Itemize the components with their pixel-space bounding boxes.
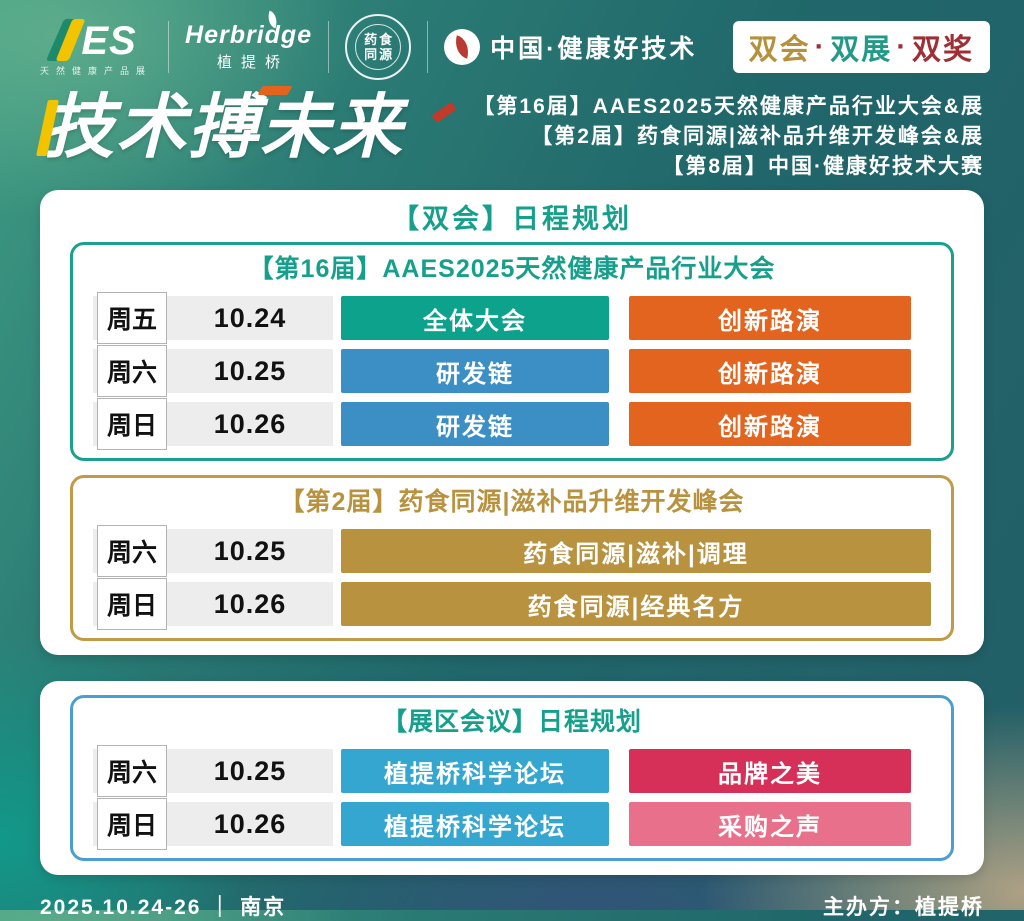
header: ES 天然健康产品展 Herbridge 植提桥 药食 同源 中国·健康好技术 … bbox=[0, 0, 1024, 80]
day-label: 周六 bbox=[97, 745, 167, 797]
main-title-text: 技术搏未来 bbox=[44, 88, 404, 166]
badge-item: 双会 bbox=[748, 34, 811, 66]
yaoshi-tongyuan-seal: 药食 同源 bbox=[345, 14, 412, 80]
footer: 2025.10.24-26 ｜ 南京 主办方：植提桥 bbox=[40, 891, 984, 921]
section-expo-meetings: 【展区会议】日程规划 周六 10.25 植提桥科学论坛 品牌之美周日 10.26 植提桥科… bbox=[70, 695, 954, 861]
schedule-row: 周日 10.26 植提桥科学论坛 采购之声 bbox=[93, 798, 931, 850]
china-logo-label: 中国·健康好技术 bbox=[490, 35, 698, 63]
badge: 双会 · 双展 · 双奖 bbox=[732, 21, 990, 73]
date-label: 10.26 bbox=[213, 408, 287, 439]
schedule-rows: 周六 10.25 植提桥科学论坛 品牌之美周日 10.26 植提桥科学论坛 采购之声 bbox=[93, 745, 931, 850]
date-label: 10.24 bbox=[213, 302, 287, 333]
session-pill: 采购之声 bbox=[629, 802, 911, 846]
logo-divider bbox=[427, 21, 429, 73]
main-title: 技术搏未来 bbox=[36, 84, 457, 170]
section-title: 【展区会议】日程规划 bbox=[381, 708, 642, 736]
card-title-dual-conference: 【双会】日程规划 bbox=[392, 204, 632, 234]
china-logo-circle bbox=[444, 29, 481, 65]
session-pill: 全体大会 bbox=[341, 296, 609, 340]
day-date-strip: 周五 10.24 bbox=[93, 292, 333, 344]
dual-conference-card: 【双会】日程规划 【第16届】AAES2025天然健康产品行业大会 周五 10.2… bbox=[40, 190, 984, 655]
day-date-strip: 周六 10.25 bbox=[93, 745, 333, 797]
schedule-rows: 周五 10.24 全体大会 创新路演 周六 10.25 研发链 创新路演 周日 10.26 研发链创… bbox=[93, 292, 931, 450]
logo-divider bbox=[328, 21, 330, 73]
footer-organizer: 主办方：植提桥 bbox=[823, 896, 984, 919]
red-leaf-icon bbox=[451, 35, 473, 59]
schedule-row: 周六 10.25 药食同源|滋补|调理 bbox=[93, 525, 931, 577]
session-pill: 研发链 bbox=[341, 402, 609, 446]
session-pill: 植提桥科学论坛 bbox=[341, 802, 609, 846]
day-label: 周日 bbox=[97, 798, 167, 850]
session-pill: 植提桥科学论坛 bbox=[341, 749, 609, 793]
badge-item: 双奖 bbox=[911, 34, 974, 66]
seal-text: 药食 同源 bbox=[355, 24, 402, 70]
badge-separator: · bbox=[896, 30, 908, 63]
day-label: 周五 bbox=[97, 292, 167, 344]
session-pill: 药食同源|经典名方 bbox=[341, 582, 931, 626]
schedule-row: 周日 10.26 研发链 创新路演 bbox=[93, 398, 931, 450]
section-title: 【第16届】AAES2025天然健康产品行业大会 bbox=[248, 255, 776, 283]
day-date-strip: 周日 10.26 bbox=[93, 578, 333, 630]
event-line: 【第2届】药食同源|滋补品升维开发峰会&展 bbox=[531, 125, 984, 148]
schedule-row: 周六 10.25 研发链 创新路演 bbox=[93, 345, 931, 397]
schedule-rows: 周六 10.25 药食同源|滋补|调理周日 10.26 药食同源|经典名方 bbox=[93, 525, 931, 630]
day-label: 周六 bbox=[97, 525, 167, 577]
section-title: 【第2届】药食同源|滋补品升维开发峰会 bbox=[279, 488, 745, 516]
day-label: 周日 bbox=[97, 398, 167, 450]
badge-item: 双展 bbox=[830, 34, 893, 66]
session-pill: 创新路演 bbox=[629, 349, 911, 393]
title-accent-orange bbox=[257, 86, 293, 95]
day-label: 周六 bbox=[97, 345, 167, 397]
session-pill: 研发链 bbox=[341, 349, 609, 393]
herbridge-logo: Herbridge 植提桥 bbox=[185, 10, 313, 72]
china-health-tech-logo: 中国·健康好技术 bbox=[444, 29, 697, 65]
seal-line1: 药食 bbox=[364, 32, 395, 47]
title-accent-red bbox=[431, 101, 457, 124]
herbridge-logo-cn: 植提桥 bbox=[217, 54, 290, 71]
expo-meetings-card: 【展区会议】日程规划 周六 10.25 植提桥科学论坛 品牌之美周日 10.26 植提桥科… bbox=[40, 681, 984, 875]
day-label: 周日 bbox=[97, 578, 167, 630]
section-aaes-conference: 【第16届】AAES2025天然健康产品行业大会 周五 10.24 全体大会 创新路演… bbox=[70, 242, 954, 461]
footer-date-location: 2025.10.24-26 ｜ 南京 bbox=[40, 896, 287, 919]
session-pill: 品牌之美 bbox=[629, 749, 911, 793]
session-pill: 创新路演 bbox=[629, 402, 911, 446]
day-date-strip: 周日 10.26 bbox=[93, 398, 333, 450]
aaes-logo-mark: ES bbox=[46, 17, 137, 63]
day-date-strip: 周日 10.26 bbox=[93, 798, 333, 850]
hero: 技术搏未来 【第16届】AAES2025天然健康产品行业大会&展【第2届】药食同… bbox=[0, 80, 1024, 182]
hero-events: 【第16届】AAES2025天然健康产品行业大会&展【第2届】药食同源|滋补品升… bbox=[473, 92, 984, 182]
schedule-row: 周日 10.26 药食同源|经典名方 bbox=[93, 578, 931, 630]
session-pill: 创新路演 bbox=[629, 296, 911, 340]
schedule-row: 周五 10.24 全体大会 创新路演 bbox=[93, 292, 931, 344]
logo-divider bbox=[168, 21, 170, 73]
date-label: 10.25 bbox=[213, 355, 287, 386]
day-date-strip: 周六 10.25 bbox=[93, 345, 333, 397]
section-yaoshi-summit: 【第2届】药食同源|滋补品升维开发峰会 周六 10.25 药食同源|滋补|调理周日 1… bbox=[70, 475, 954, 641]
session-pill: 药食同源|滋补|调理 bbox=[341, 529, 931, 573]
aaes-logo: ES 天然健康产品展 bbox=[40, 17, 152, 77]
badge-separator: · bbox=[814, 30, 827, 63]
aaes-logo-letters: ES bbox=[81, 19, 137, 63]
schedule-row: 周六 10.25 植提桥科学论坛 品牌之美 bbox=[93, 745, 931, 797]
date-label: 10.25 bbox=[213, 535, 287, 566]
day-date-strip: 周六 10.25 bbox=[93, 525, 333, 577]
date-label: 10.26 bbox=[213, 808, 287, 839]
date-label: 10.26 bbox=[213, 588, 287, 619]
event-line: 【第8届】中国·健康好技术大赛 bbox=[662, 155, 984, 178]
aaes-logo-tagline: 天然健康产品展 bbox=[40, 66, 153, 76]
herbridge-logo-en: Herbridge bbox=[185, 21, 313, 49]
seal-line2: 同源 bbox=[364, 47, 395, 62]
date-label: 10.25 bbox=[213, 755, 287, 786]
event-line: 【第16届】AAES2025天然健康产品行业大会&展 bbox=[473, 95, 984, 118]
